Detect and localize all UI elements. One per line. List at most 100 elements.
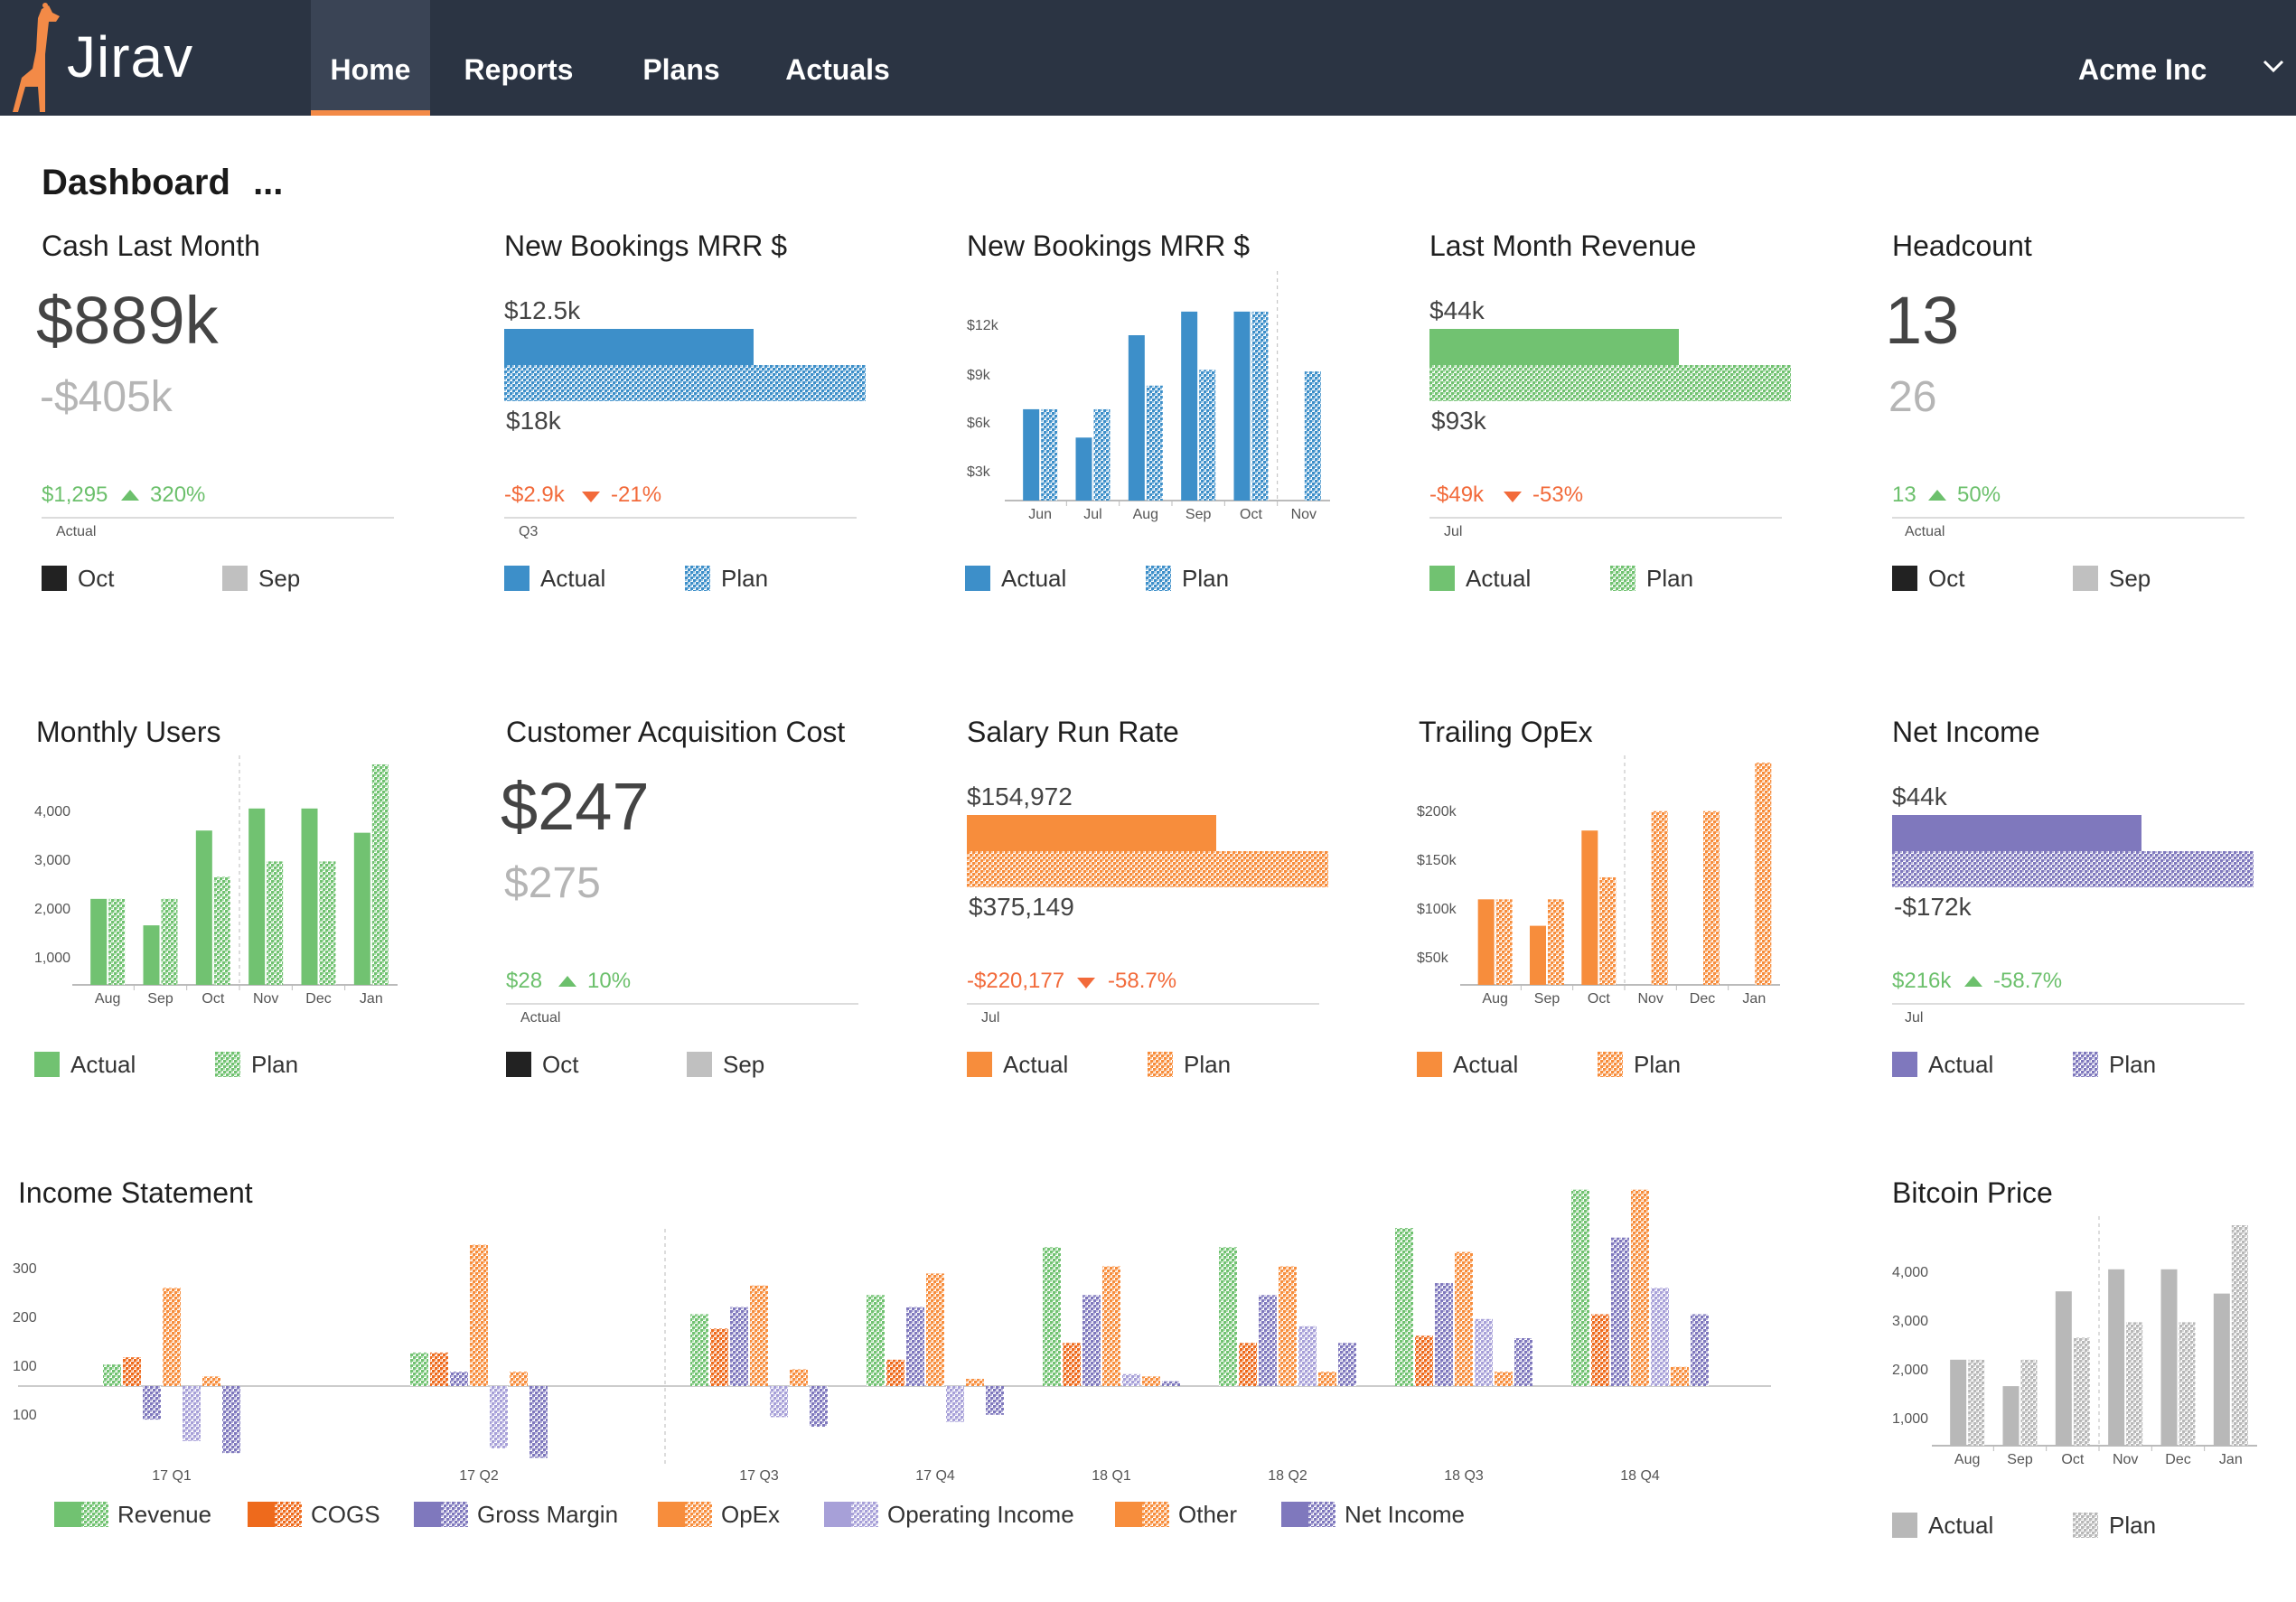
bar-gross-margin <box>450 1372 468 1386</box>
y-tick-label: $9k <box>967 368 991 383</box>
widget-title: Cash Last Month <box>42 230 260 262</box>
bar-gross-margin <box>1435 1283 1453 1386</box>
widget-title: Salary Run Rate <box>967 716 1179 748</box>
change-abs: -$2.9k <box>504 482 565 507</box>
plan-value: -$172k <box>1894 893 1972 921</box>
bar-gross-margin <box>906 1307 924 1386</box>
bar-opex <box>163 1288 181 1386</box>
bar-plan <box>1755 763 1772 985</box>
logo-text: Jirav <box>67 24 194 89</box>
bar-net-income <box>1338 1343 1356 1386</box>
nav-plans[interactable]: Plans <box>642 53 720 86</box>
widget-title: Headcount <box>1892 230 2032 262</box>
y-tick-label: 2,000 <box>1892 1363 1928 1378</box>
bar-plan <box>1548 899 1564 985</box>
dashboard-menu-button[interactable]: ... <box>253 163 284 202</box>
top-navbar: Jirav Home Reports Plans Actuals Acme In… <box>0 0 2296 116</box>
period-label: Jul <box>1905 1010 1924 1026</box>
period-label: Jul <box>981 1010 1000 1026</box>
bar-actual <box>1181 311 1198 501</box>
bar-operating-income <box>1475 1318 1493 1386</box>
opex-column-chart: $200k $150k $100k $50k Aug Sep Oct Nov Dec Jan <box>1417 755 1780 1007</box>
chevron-down-icon[interactable] <box>2263 60 2284 74</box>
bar-opex <box>1279 1266 1297 1386</box>
widget-title: Income Statement <box>18 1176 253 1209</box>
bar-net-income <box>986 1386 1004 1415</box>
bar-actual <box>143 925 160 985</box>
page-title-text: Dashboard <box>42 163 230 202</box>
bar-cogs <box>430 1352 448 1386</box>
company-selector[interactable]: Acme Inc <box>2078 53 2207 86</box>
bar-other <box>202 1376 220 1386</box>
bar-revenue <box>1219 1247 1237 1386</box>
y-tick-label: $50k <box>1417 951 1449 966</box>
jirav-logo[interactable]: Jirav <box>0 0 217 116</box>
actual-bar <box>1429 329 1679 365</box>
bar-other <box>1318 1372 1336 1386</box>
bar-cogs <box>1239 1343 1257 1386</box>
bar-net-income <box>1691 1314 1709 1386</box>
x-tick-label: Sep <box>2007 1452 2033 1467</box>
actual-value: $44k <box>1892 782 1947 810</box>
actual-bar <box>1892 815 2141 851</box>
x-tick-label: Nov <box>253 991 278 1007</box>
divider <box>1892 1003 2244 1005</box>
bar-actual <box>1581 830 1598 985</box>
y-tick-label: 1,000 <box>34 951 70 966</box>
change-pct: -58.7% <box>1993 969 2063 993</box>
bar-revenue <box>410 1352 428 1386</box>
bar-net-income <box>529 1386 548 1458</box>
y-tick-label: $12k <box>967 318 999 333</box>
bar-actual <box>353 832 370 985</box>
y-tick-label: $150k <box>1417 853 1457 868</box>
widget-title: Last Month Revenue <box>1429 230 1697 262</box>
change-pct: 320% <box>150 482 206 507</box>
x-tick-label: Sep <box>1185 507 1212 522</box>
bar-plan <box>108 898 126 985</box>
actual-bar <box>504 329 754 365</box>
x-tick-label: 17 Q4 <box>915 1468 955 1484</box>
bar-plan <box>161 898 178 985</box>
bar-actual <box>2160 1269 2178 1446</box>
widget-title: Bitcoin Price <box>1892 1176 2053 1209</box>
bar-plan <box>1304 371 1321 501</box>
change-abs: $28 <box>506 969 543 993</box>
x-tick-label: Jan <box>2219 1452 2243 1467</box>
y-tick-label: 300 <box>13 1261 37 1277</box>
bar-actual <box>248 808 266 985</box>
giraffe-icon <box>13 3 60 112</box>
bar-revenue <box>1043 1247 1061 1386</box>
bar-actual <box>2108 1269 2125 1446</box>
bar-actual <box>2002 1386 2020 1446</box>
bar-plan <box>267 861 284 985</box>
period-label: Actual <box>1905 524 1945 539</box>
bar-plan <box>2126 1322 2143 1446</box>
bar-gross-margin <box>1082 1295 1101 1386</box>
bar-actual <box>1075 437 1092 501</box>
bitcoin-column-chart: 4,000 3,000 2,000 1,000 Aug Sep Oct Nov Dec Jan <box>1892 1216 2257 1467</box>
actual-value: $154,972 <box>967 782 1073 810</box>
change-pct: 50% <box>1957 482 2001 507</box>
divider <box>1892 517 2244 519</box>
x-tick-label: Oct <box>2061 1452 2084 1467</box>
x-tick-label: Oct <box>1588 991 1610 1007</box>
y-tick-label: 3,000 <box>34 853 70 868</box>
nav-actuals[interactable]: Actuals <box>785 53 890 86</box>
bar-operating-income <box>1651 1288 1669 1386</box>
bar-cogs <box>710 1328 728 1386</box>
bar-other <box>1142 1376 1160 1386</box>
bar-revenue <box>690 1314 708 1386</box>
bar-actual <box>1530 925 1546 985</box>
bar-plan <box>213 876 230 985</box>
page-title: Dashboard ... <box>42 163 283 203</box>
nav-home[interactable]: Home <box>311 0 430 116</box>
bar-actual <box>1950 1359 1967 1446</box>
change-abs: $216k <box>1892 969 1952 993</box>
actual-value: $12.5k <box>504 296 581 324</box>
nav-reports[interactable]: Reports <box>464 53 574 86</box>
widget-title: Customer Acquisition Cost <box>506 716 846 748</box>
y-tick-label: $100k <box>1417 902 1457 917</box>
bar-actual <box>301 808 318 985</box>
bar-operating-income <box>770 1386 788 1418</box>
bar-revenue <box>867 1295 885 1386</box>
